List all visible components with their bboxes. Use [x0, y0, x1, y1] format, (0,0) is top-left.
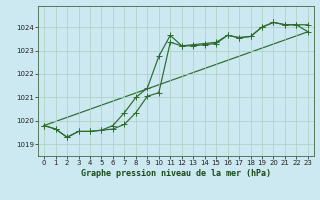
X-axis label: Graphe pression niveau de la mer (hPa): Graphe pression niveau de la mer (hPa) — [81, 169, 271, 178]
